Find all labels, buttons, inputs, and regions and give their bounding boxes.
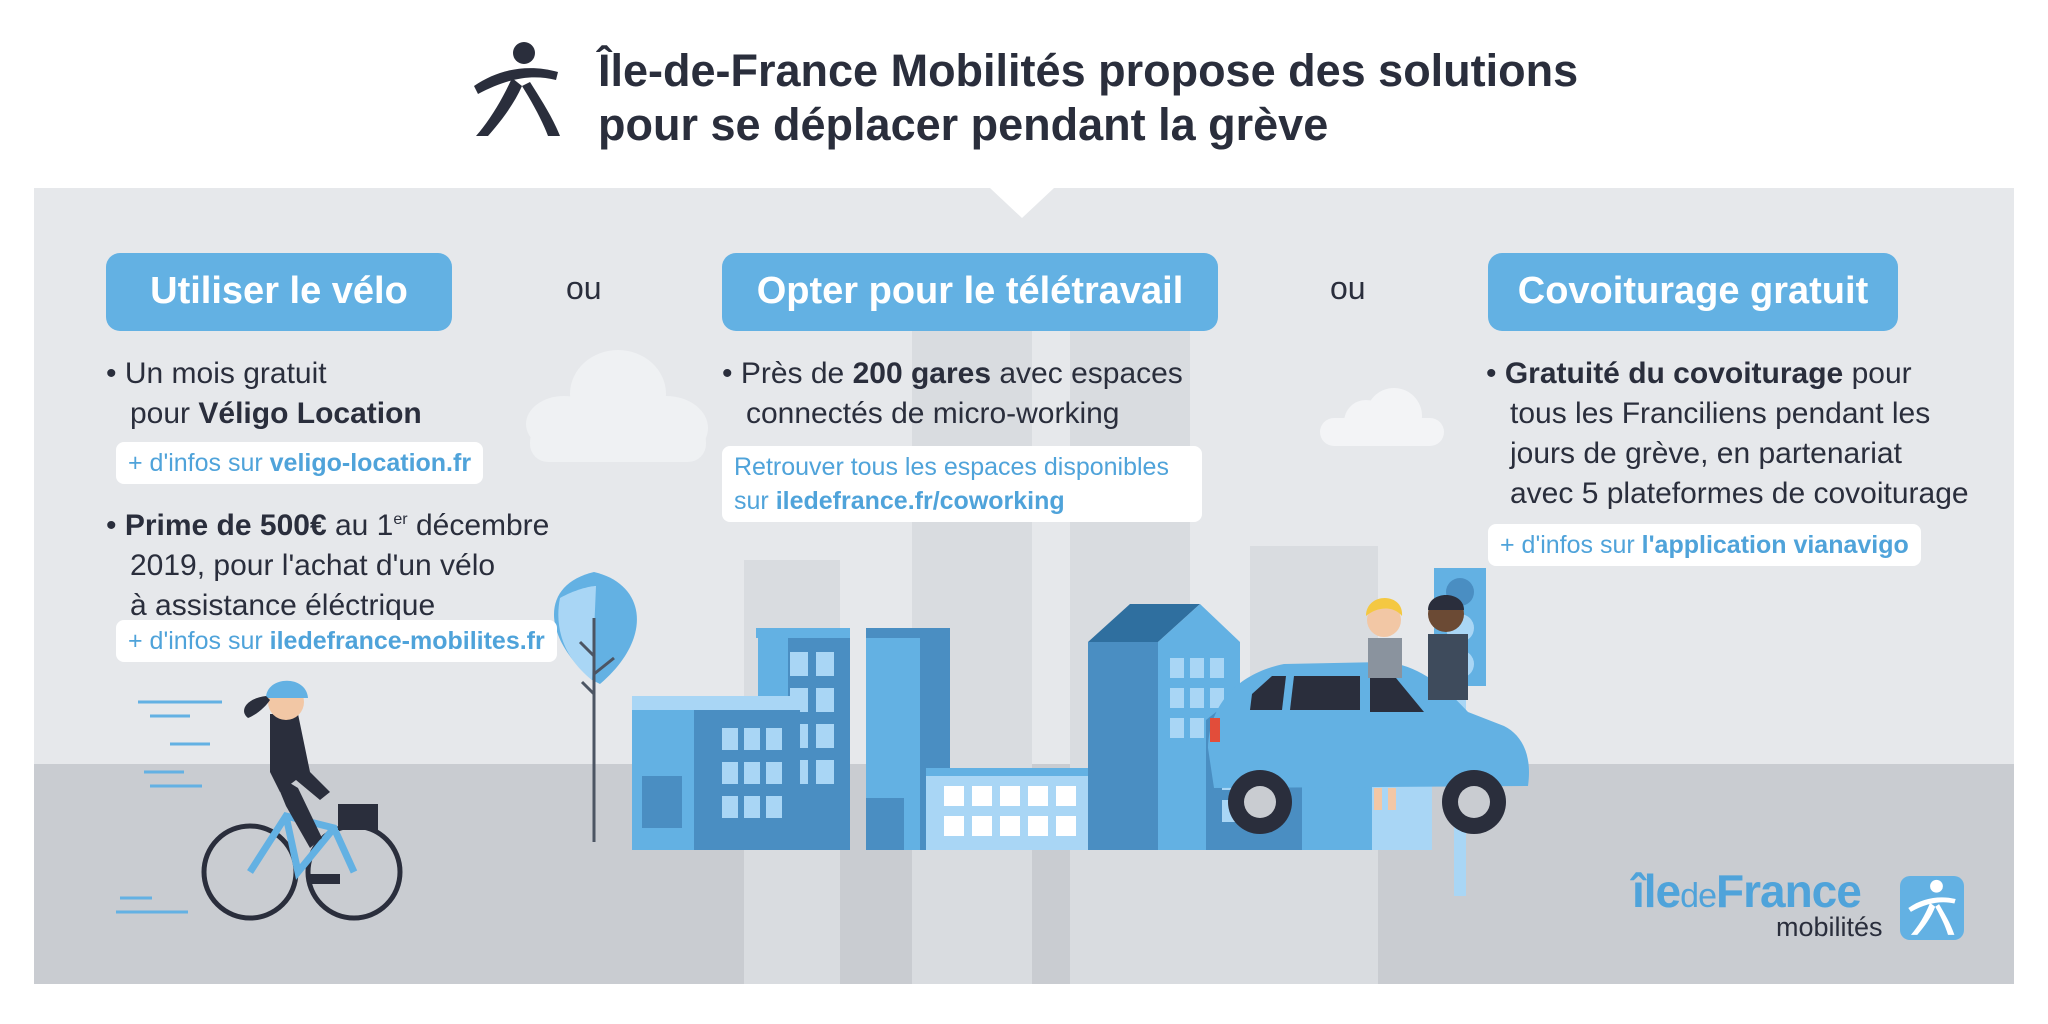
separator-ou-2: ou <box>1330 270 1366 306</box>
cloud-left <box>526 350 708 462</box>
link-line-1: Retrouver tous les espaces disponibles <box>734 453 1169 481</box>
velo-b1-line2-bold: Véligo Location <box>198 397 422 430</box>
page-title: Île-de-France Mobilités propose des solu… <box>598 44 1578 152</box>
tele-b1-suffix: avec espaces <box>991 357 1183 390</box>
bullet-dot: • <box>106 357 125 390</box>
brand-subtitle: mobilités <box>1776 912 1883 942</box>
brand-france: France <box>1715 865 1862 917</box>
cloud-right <box>1320 388 1444 446</box>
velo-b2-text2: décembre <box>407 509 550 542</box>
title-line-1: Île-de-France Mobilités propose des solu… <box>598 45 1579 96</box>
velo-b2-text1: au 1 <box>326 509 394 542</box>
speed-lines <box>116 700 222 914</box>
heading-teletravail: Opter pour le télétravail <box>722 253 1218 331</box>
velo-bullet-2: • Prime de 500€ au 1er décembre 2019, po… <box>106 500 606 626</box>
building-low <box>926 768 1092 850</box>
brand-mark-icon <box>1900 876 1964 940</box>
link-veligo-location[interactable]: + d'infos sur veligo-location.fr <box>116 442 484 484</box>
building-left-group <box>632 628 950 850</box>
teletravail-bullet-1: • Près de 200 gares avec espaces connect… <box>722 354 1242 434</box>
link-url: veligo-location.fr <box>269 449 472 477</box>
brand-de: de <box>1680 877 1717 915</box>
tree <box>553 572 637 842</box>
tele-b1-bold: 200 gares <box>852 357 992 390</box>
tele-b1-line2: connectés de micro-working <box>746 397 1120 430</box>
velo-b2-sup: er <box>393 511 408 528</box>
velo-bullet-1: • Un mois gratuit pour Véligo Location <box>106 354 586 434</box>
city-illustration <box>116 258 1529 984</box>
heading-velo: Utiliser le vélo <box>106 253 452 331</box>
covoiturage-bullet-1: • Gratuité du covoiturage pour tous les … <box>1486 354 2006 514</box>
idf-mobilites-logo-icon <box>474 42 560 136</box>
link-prefix: sur <box>734 487 776 515</box>
heading-covoiturage: Covoiturage gratuit <box>1488 253 1898 331</box>
walking-person-icon <box>1908 879 1956 935</box>
link-iledefrance-mobilites[interactable]: + d'infos sur iledefrance-mobilites.fr <box>116 620 557 662</box>
car-illustration <box>1208 595 1529 834</box>
bullet-dot: • <box>106 509 125 542</box>
link-url: l'application vianavigo <box>1641 531 1909 559</box>
covoit-b1-line2: tous les Franciliens pendant les <box>1510 397 1931 430</box>
cyclist-illustration <box>201 680 403 921</box>
panel-notch <box>990 188 1054 218</box>
link-vianavigo[interactable]: + d'infos sur l'application vianavigo <box>1488 524 1921 566</box>
velo-b2-bold: Prime de 500€ <box>124 509 327 542</box>
velo-b1-line2-prefix: pour <box>130 397 199 430</box>
link-url: iledefrance.fr/coworking <box>775 487 1065 515</box>
tele-b1-prefix: Près de <box>740 357 853 390</box>
title-line-2: pour se déplacer pendant la grève <box>598 99 1329 150</box>
link-prefix: + d'infos sur <box>128 449 270 477</box>
covoit-b1-line4: avec 5 plateformes de covoiturage <box>1510 477 1969 510</box>
separator-ou-1: ou <box>566 270 602 306</box>
bullet-dot: • <box>1486 357 1505 390</box>
content-panel: Utiliser le vélo ou • Un mois gratuit po… <box>34 188 2014 984</box>
link-url: iledefrance-mobilites.fr <box>269 627 545 655</box>
link-prefix: + d'infos sur <box>128 627 270 655</box>
link-prefix: + d'infos sur <box>1500 531 1642 559</box>
brand-ile: île <box>1632 865 1681 917</box>
covoit-b1-bold: Gratuité du covoiturage <box>1504 357 1844 390</box>
velo-b1-line1: Un mois gratuit <box>124 357 327 390</box>
link-coworking[interactable]: Retrouver tous les espaces disponibles s… <box>722 446 1202 522</box>
velo-b2-line2: 2019, pour l'achat d'un vélo <box>130 549 496 582</box>
covoit-b1-suffix: pour <box>1843 357 1912 390</box>
bullet-dot: • <box>722 357 741 390</box>
velo-b2-line3: à assistance éléctrique <box>130 589 436 622</box>
covoit-b1-line3: jours de grève, en partenariat <box>1510 437 1902 470</box>
brand-wordmark: îledeFrance <box>1632 864 1862 918</box>
